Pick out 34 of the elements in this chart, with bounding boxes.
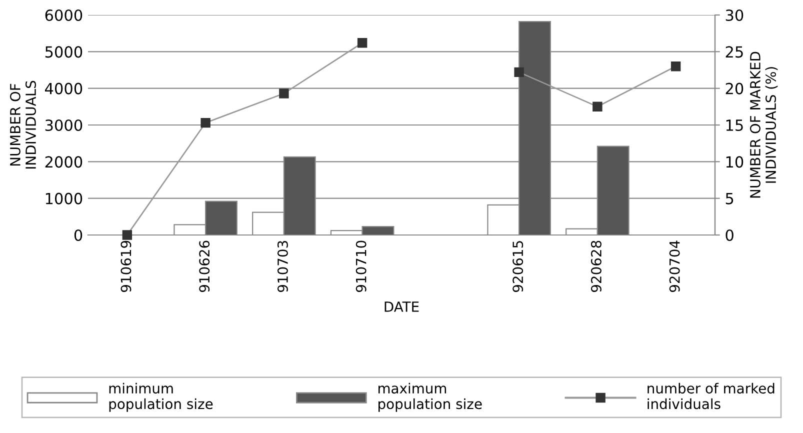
x-tick-label: 910703 — [277, 240, 288, 292]
y-tick-label: 3000 — [45, 119, 82, 132]
y-tick-label: 0 — [74, 229, 82, 242]
point — [357, 38, 368, 48]
y-axis-title: NUMBER OF INDIVIDUALS — [10, 80, 36, 169]
point — [514, 67, 524, 78]
y2-tick-label: 5 — [726, 193, 734, 204]
y-tick-label: 1000 — [46, 192, 82, 204]
y2-tick-label: 30 — [726, 9, 744, 22]
x-tick-label: 920628 — [590, 240, 602, 292]
point — [200, 118, 210, 128]
y2-tick-label: 20 — [726, 82, 744, 94]
point — [279, 88, 289, 98]
point — [670, 61, 681, 72]
y-tick-label: 5000 — [45, 46, 82, 58]
y2-tick-label: 10 — [726, 156, 744, 168]
y2-tick-label: 15 — [726, 120, 743, 132]
legend-label: number of marked individuals — [648, 382, 774, 410]
y2-tick-label: 25 — [726, 46, 743, 58]
legend-label: maximum population size — [378, 382, 482, 412]
x-tick-label: 910626 — [199, 240, 210, 292]
x-axis-title: DATE — [384, 302, 419, 312]
x-tick-label: 920615 — [512, 241, 524, 292]
x-tick-label: 910619 — [120, 240, 132, 292]
y-tick-label: 2000 — [45, 156, 82, 168]
x-tick-label: 910710 — [356, 240, 366, 292]
y2-tick-label: 0 — [726, 229, 734, 242]
y2-axis-title: NUMBER OF MARKED INDIVIDUALS (%) — [750, 52, 778, 198]
x-tick-label: 920704 — [669, 240, 680, 292]
legend-label: minimum population size — [109, 382, 213, 412]
y-tick-label: 6000 — [45, 9, 82, 22]
point — [592, 102, 602, 112]
point — [122, 230, 132, 240]
y-tick-label: 4000 — [45, 82, 82, 94]
